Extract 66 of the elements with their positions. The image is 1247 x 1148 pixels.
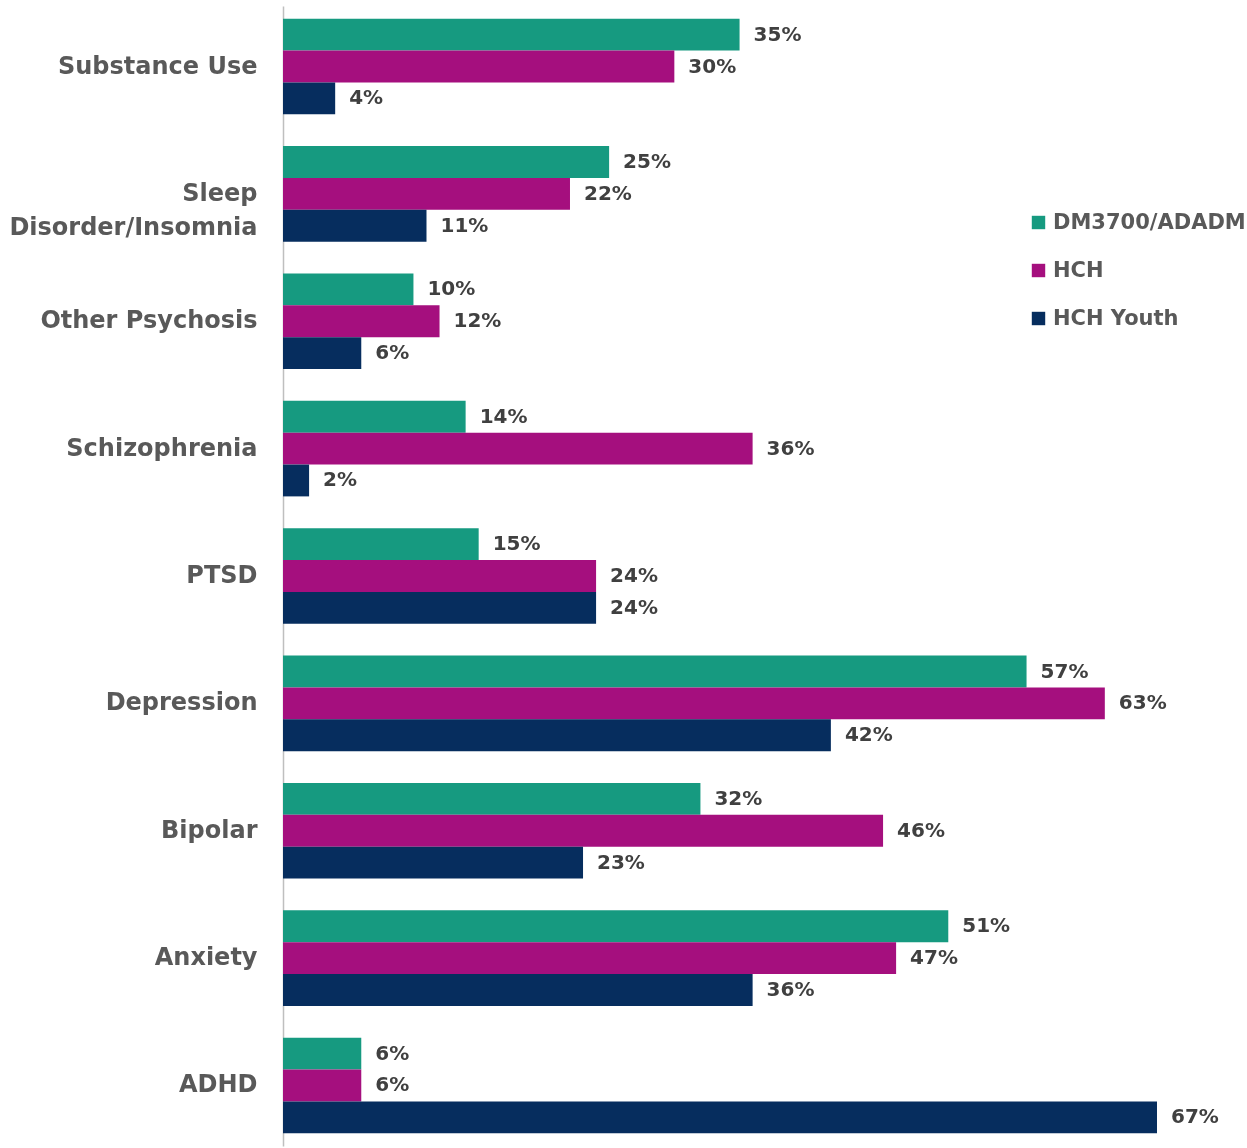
bar — [283, 528, 479, 561]
bar — [283, 50, 675, 83]
legend-label: HCH Youth — [1053, 305, 1179, 330]
bar — [283, 464, 310, 497]
legend-label: HCH — [1053, 257, 1104, 282]
y-tick-label: Substance Use — [58, 51, 258, 80]
bar — [283, 719, 831, 752]
bar — [283, 942, 897, 975]
y-tick-label: ADHD — [178, 1070, 258, 1099]
data-label: 57% — [1040, 658, 1089, 683]
bar — [283, 18, 740, 51]
bar — [283, 209, 427, 242]
bar — [283, 305, 440, 338]
bar — [283, 82, 336, 115]
bar — [283, 782, 701, 815]
data-label: 25% — [623, 149, 671, 174]
bar — [283, 560, 597, 592]
bar — [283, 1101, 1157, 1134]
data-label: 36% — [766, 435, 815, 460]
bar — [283, 655, 1027, 688]
data-label: 6% — [375, 1040, 410, 1065]
bar — [283, 974, 753, 1006]
data-label: 46% — [897, 817, 945, 842]
y-tick-label: PTSD — [186, 561, 258, 589]
data-label: 22% — [583, 180, 632, 205]
bar — [283, 591, 597, 624]
bar — [283, 432, 753, 465]
bar — [283, 337, 362, 370]
y-tick-label: Schizophrenia — [66, 433, 258, 462]
data-label: 24% — [610, 563, 658, 587]
y-tick-label: Depression — [105, 688, 258, 717]
data-label: 2% — [323, 467, 358, 492]
bar — [283, 846, 584, 879]
bar — [283, 146, 610, 178]
y-tick-label: Anxiety — [154, 943, 258, 972]
bar — [283, 273, 414, 306]
data-label: 24% — [610, 594, 658, 619]
data-label: 12% — [453, 308, 502, 333]
data-label: 4% — [349, 85, 384, 110]
legend-label: DM3700/ADADM — [1053, 209, 1246, 234]
data-label: 63% — [1118, 690, 1167, 715]
data-label: 42% — [844, 722, 893, 747]
data-label: 67% — [1171, 1104, 1219, 1129]
bar — [283, 1037, 362, 1070]
data-label: 35% — [753, 21, 802, 46]
data-label: 11% — [440, 212, 489, 237]
data-label: 6% — [375, 340, 410, 365]
data-label: 32% — [714, 785, 763, 810]
data-label: 6% — [375, 1072, 410, 1097]
data-label: 36% — [766, 976, 815, 1001]
data-label: 23% — [597, 849, 645, 874]
bar — [283, 814, 884, 847]
bar — [283, 910, 949, 943]
bar — [283, 1069, 362, 1102]
bar — [283, 177, 570, 210]
y-tick-label: Sleep Disorder/Insomnia — [9, 178, 258, 241]
data-label: 47% — [910, 945, 958, 970]
bar — [283, 400, 466, 433]
data-label: 51% — [962, 913, 1011, 938]
data-label: 30% — [688, 53, 737, 78]
data-label: 10% — [427, 276, 476, 301]
data-label: 14% — [479, 403, 528, 428]
data-label: 15% — [492, 531, 541, 556]
y-tick-label: Bipolar — [161, 815, 258, 844]
bar — [283, 687, 1105, 720]
y-tick-label: Other Psychosis — [40, 306, 258, 335]
